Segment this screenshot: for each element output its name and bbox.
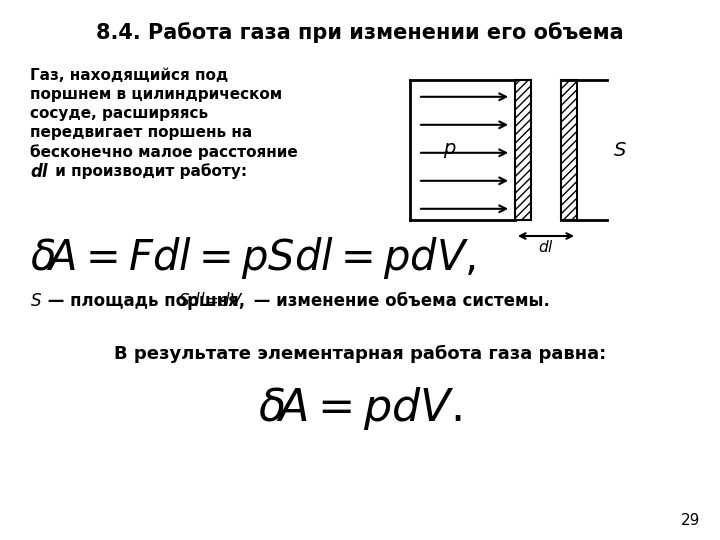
- Text: поршнем в цилиндрическом: поршнем в цилиндрическом: [30, 87, 282, 102]
- Text: сосуде, расширяясь: сосуде, расширяясь: [30, 106, 208, 121]
- Text: Газ, находящийся под: Газ, находящийся под: [30, 68, 228, 83]
- Text: $S$: $S$: [613, 140, 627, 159]
- Text: $Sdl\!=\!dV$: $Sdl\!=\!dV$: [178, 292, 243, 310]
- Text: $S$: $S$: [30, 292, 42, 310]
- Bar: [515, 80, 531, 220]
- Text: $\delta\!A = Fdl = pSdl = pdV,$: $\delta\!A = Fdl = pSdl = pdV,$: [30, 235, 476, 281]
- Text: передвигает поршень на: передвигает поршень на: [30, 125, 252, 140]
- Text: 8.4. Работа газа при изменении его объема: 8.4. Работа газа при изменении его объем…: [96, 22, 624, 43]
- Text: — площадь поршня,: — площадь поршня,: [42, 292, 251, 310]
- Text: $\delta\!A = pdV.$: $\delta\!A = pdV.$: [258, 385, 462, 432]
- Text: — изменение объема системы.: — изменение объема системы.: [248, 292, 550, 310]
- Text: бесконечно малое расстояние: бесконечно малое расстояние: [30, 144, 298, 160]
- Text: В результате элементарная работа газа равна:: В результате элементарная работа газа ра…: [114, 345, 606, 363]
- Text: 29: 29: [680, 513, 700, 528]
- Bar: [561, 80, 577, 220]
- Text: $p$: $p$: [444, 140, 456, 159]
- Text: dl: dl: [30, 163, 48, 181]
- Text: $dl$: $dl$: [538, 239, 554, 255]
- Text: и производит работу:: и производит работу:: [50, 163, 247, 179]
